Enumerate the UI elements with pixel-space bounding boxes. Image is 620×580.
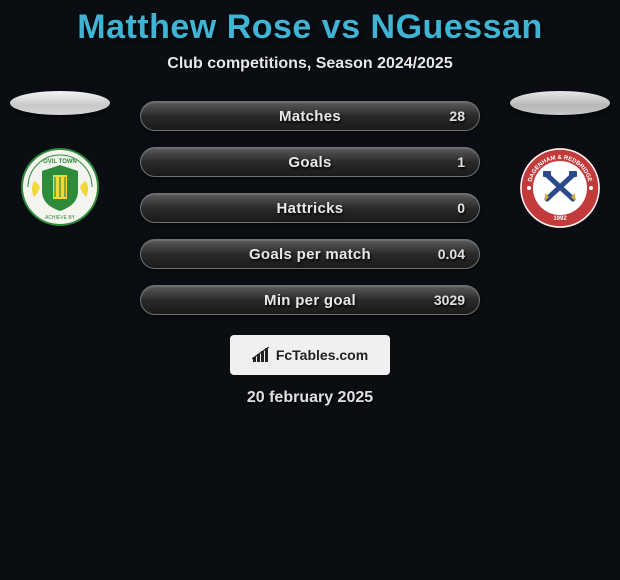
stat-label: Hattricks xyxy=(277,200,344,217)
shield-icon: OVIL TOWN ACHIEVE BY xyxy=(20,147,100,227)
stat-value: 1 xyxy=(457,154,465,170)
team-left-crest: OVIL TOWN ACHIEVE BY xyxy=(20,147,100,227)
player-left-column: OVIL TOWN ACHIEVE BY xyxy=(10,91,110,227)
stat-label: Goals xyxy=(288,154,331,171)
team-right-crest: DAGENHAM & REDBRIDGE 1992 xyxy=(519,147,601,229)
stat-value: 28 xyxy=(449,108,465,124)
bar-chart-icon xyxy=(252,347,272,363)
badge-icon: DAGENHAM & REDBRIDGE 1992 xyxy=(519,147,601,229)
comparison-card: Matthew Rose vs NGuessan Club competitio… xyxy=(0,0,620,407)
svg-text:1992: 1992 xyxy=(553,216,567,222)
main-area: OVIL TOWN ACHIEVE BY xyxy=(0,101,620,407)
stats-list: Matches 28 Goals 1 Hattricks 0 Goals per… xyxy=(140,101,480,315)
stat-row-goals: Goals 1 xyxy=(140,147,480,177)
stat-value: 0 xyxy=(457,200,465,216)
stat-label: Matches xyxy=(279,108,341,125)
stat-label: Min per goal xyxy=(264,292,356,309)
svg-text:OVIL TOWN: OVIL TOWN xyxy=(43,159,77,165)
stat-row-gpm: Goals per match 0.04 xyxy=(140,239,480,269)
subtitle: Club competitions, Season 2024/2025 xyxy=(0,55,620,73)
player-right-oval xyxy=(510,91,610,115)
player-left-oval xyxy=(10,91,110,115)
stat-row-mpg: Min per goal 3029 xyxy=(140,285,480,315)
stat-value: 0.04 xyxy=(438,246,465,262)
stat-label: Goals per match xyxy=(249,246,371,263)
page-title: Matthew Rose vs NGuessan xyxy=(0,8,620,47)
brand-text: FcTables.com xyxy=(276,347,368,363)
date-text: 20 february 2025 xyxy=(0,389,620,407)
svg-text:ACHIEVE BY: ACHIEVE BY xyxy=(45,215,76,221)
stat-row-hattricks: Hattricks 0 xyxy=(140,193,480,223)
stat-value: 3029 xyxy=(434,292,465,308)
brand-box: FcTables.com xyxy=(230,335,390,375)
player-right-column: DAGENHAM & REDBRIDGE 1992 xyxy=(510,91,610,229)
stat-row-matches: Matches 28 xyxy=(140,101,480,131)
